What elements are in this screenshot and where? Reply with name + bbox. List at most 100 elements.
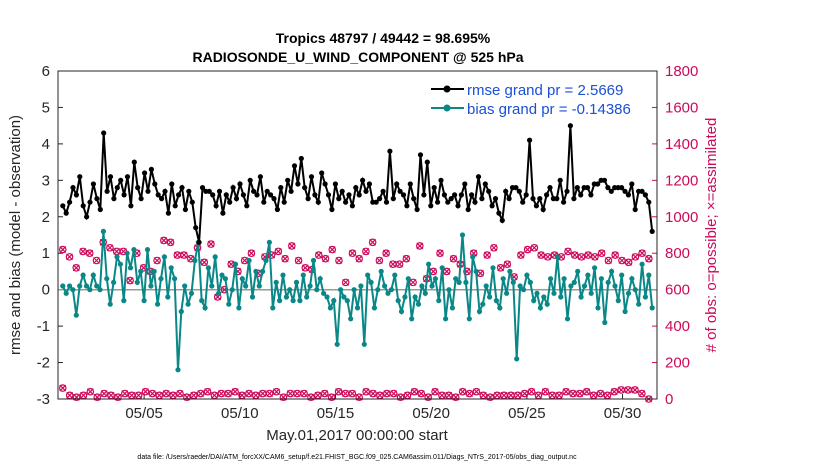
- obs-count-marker: [375, 256, 384, 265]
- rmse-point: [642, 192, 649, 198]
- obs-possible-circle: [180, 251, 188, 259]
- bias-point: [588, 290, 594, 296]
- obs-assimilated-cross: [597, 390, 604, 397]
- obs-assimilated-cross: [436, 249, 444, 257]
- obs-possible-circle: [604, 256, 613, 265]
- obs-assimilated-cross: [416, 242, 424, 250]
- obs-assimilated-cross: [328, 246, 336, 254]
- bias-point: [426, 261, 432, 267]
- rmse-point: [114, 185, 120, 191]
- bias-point: [100, 228, 106, 234]
- obs-possible-circle: [472, 387, 481, 396]
- rmse-point: [366, 181, 372, 187]
- left-tick-label: 5: [42, 99, 50, 116]
- bias-point: [517, 283, 523, 289]
- bias-point: [470, 254, 476, 260]
- x-tick-label: 05/05: [125, 405, 163, 422]
- obs-count-marker: [537, 251, 545, 259]
- obs-possible-circle: [396, 393, 405, 401]
- bias-point: [456, 279, 462, 285]
- obs-assimilated-cross: [375, 257, 383, 264]
- bias-point: [487, 294, 493, 300]
- rmse-point: [135, 185, 141, 191]
- obs-assimilated-cross: [113, 247, 121, 255]
- obs-possible-circle: [341, 278, 350, 287]
- rmse-point: [407, 181, 413, 187]
- obs-assimilated-cross: [472, 388, 480, 396]
- bias-point: [219, 272, 225, 278]
- obs-count-marker: [458, 387, 467, 396]
- obs-assimilated-cross: [578, 253, 585, 261]
- obs-assimilated-cross: [349, 249, 356, 257]
- bias-point: [514, 356, 520, 362]
- legend-rmse-label: rmse grand pr = 2.5669: [467, 82, 623, 99]
- obs-count-marker: [417, 389, 426, 398]
- obs-assimilated-cross: [497, 264, 505, 272]
- obs-possible-circle: [597, 249, 606, 258]
- obs-assimilated-cross: [402, 255, 410, 263]
- rmse-point: [94, 196, 100, 202]
- bias-point: [554, 254, 561, 260]
- obs-count-marker: [200, 258, 209, 267]
- bias-point: [504, 290, 510, 296]
- obs-assimilated-cross: [259, 390, 267, 397]
- obs-count-marker: [85, 249, 94, 258]
- rmse-point: [274, 206, 280, 213]
- left-tick-label: 2: [42, 209, 50, 226]
- bias-point: [202, 305, 208, 311]
- obs-assimilated-cross: [153, 257, 161, 264]
- rmse-point: [186, 188, 192, 194]
- rmse-point: [588, 192, 594, 198]
- bias-point: [148, 283, 154, 289]
- rmse-point: [128, 203, 134, 209]
- bias-point: [520, 287, 527, 293]
- obs-count-marker: [180, 251, 188, 259]
- bias-point: [270, 305, 276, 311]
- rmse-point: [278, 185, 284, 191]
- obs-count-marker: [544, 253, 552, 261]
- obs-possible-circle: [483, 251, 491, 259]
- bias-point: [331, 298, 337, 304]
- bias-point: [249, 294, 256, 300]
- rmse-point: [322, 181, 328, 187]
- obs-assimilated-cross: [227, 260, 235, 268]
- obs-assimilated-cross: [86, 249, 94, 257]
- bias-point: [199, 298, 205, 304]
- rmse-point: [179, 185, 185, 191]
- obs-possible-circle: [72, 263, 81, 272]
- obs-possible-circle: [231, 387, 239, 396]
- rmse-point: [131, 159, 137, 165]
- obs-possible-circle: [395, 260, 404, 268]
- right-tick-label: 1000: [665, 209, 698, 226]
- obs-assimilated-cross: [443, 268, 451, 275]
- rmse-point: [216, 188, 223, 194]
- x-tick-label: 05/25: [508, 405, 546, 422]
- rmse-point: [213, 203, 219, 209]
- rmse-point: [230, 185, 236, 191]
- left-tick-label: -3: [37, 391, 50, 408]
- rmse-point: [237, 181, 243, 187]
- rmse-point: [601, 177, 608, 183]
- obs-assimilated-cross: [438, 391, 446, 399]
- obs-possible-circle: [631, 253, 640, 261]
- bias-point: [212, 254, 218, 260]
- obs-assimilated-cross: [584, 251, 592, 259]
- rmse-point: [356, 192, 362, 198]
- obs-assimilated-cross: [162, 390, 170, 397]
- rmse-point: [332, 181, 338, 187]
- rmse-point: [295, 181, 301, 187]
- plot-area: [58, 71, 657, 399]
- rmse-point: [281, 199, 287, 205]
- obs-count-marker: [570, 251, 579, 259]
- obs-assimilated-cross: [562, 388, 570, 396]
- obs-count-marker: [436, 249, 444, 258]
- bias-point: [114, 254, 120, 260]
- obs-possible-circle: [442, 267, 451, 276]
- obs-count-marker: [483, 251, 491, 259]
- rmse-point: [193, 225, 199, 231]
- legend-rmse-marker: [443, 85, 451, 93]
- bias-point: [280, 272, 286, 278]
- obs-possible-circle: [638, 389, 646, 398]
- rmse-point: [107, 174, 114, 180]
- bias-point: [619, 272, 625, 278]
